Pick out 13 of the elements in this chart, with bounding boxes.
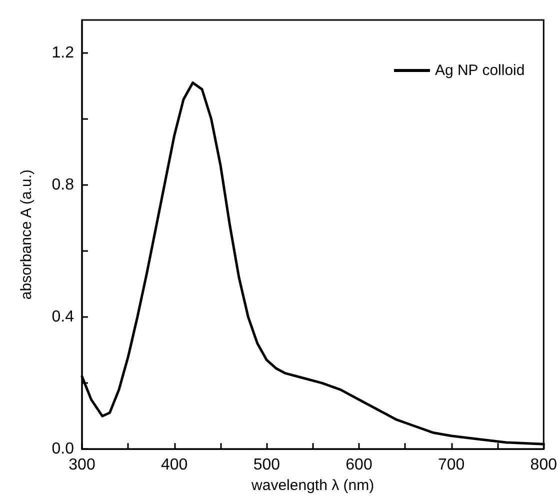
y-tick-label: 0.8 (52, 176, 74, 194)
y-tick-label: 1.2 (52, 44, 74, 62)
x-tick-label: 400 (160, 456, 188, 474)
legend-label: Ag NP colloid (434, 62, 525, 79)
x-tick-label: 600 (346, 456, 372, 474)
y-tick-label: 0.4 (52, 308, 74, 326)
x-tick-label: 700 (438, 456, 465, 474)
y-tick-label: 0.0 (52, 440, 74, 458)
y-axis-title: absorbance A (a.u.) (18, 170, 35, 300)
x-tick-label: 800 (530, 456, 558, 474)
x-axis-title: wavelength λ (nm) (250, 477, 374, 494)
x-tick-label: 300 (68, 456, 96, 474)
x-tick-label: 500 (253, 456, 280, 474)
